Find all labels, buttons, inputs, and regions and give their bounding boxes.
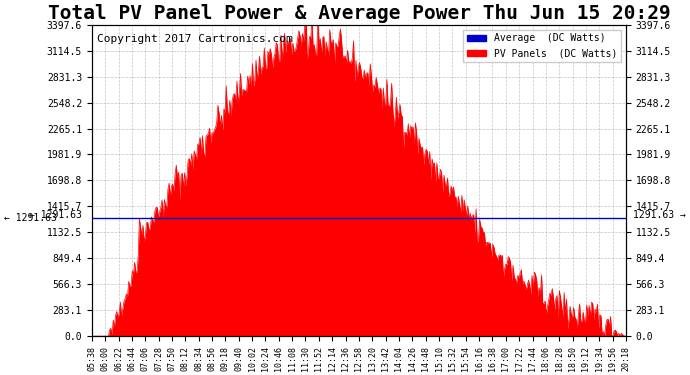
Text: ← 1291.63: ← 1291.63 xyxy=(29,210,82,220)
Title: Total PV Panel Power & Average Power Thu Jun 15 20:29: Total PV Panel Power & Average Power Thu… xyxy=(48,4,670,23)
Legend: Average  (DC Watts), PV Panels  (DC Watts): Average (DC Watts), PV Panels (DC Watts) xyxy=(463,30,621,62)
Text: ← 1291.63: ← 1291.63 xyxy=(4,213,57,223)
Text: Copyright 2017 Cartronics.com: Copyright 2017 Cartronics.com xyxy=(97,34,293,44)
Text: 1291.63 →: 1291.63 → xyxy=(633,210,686,220)
